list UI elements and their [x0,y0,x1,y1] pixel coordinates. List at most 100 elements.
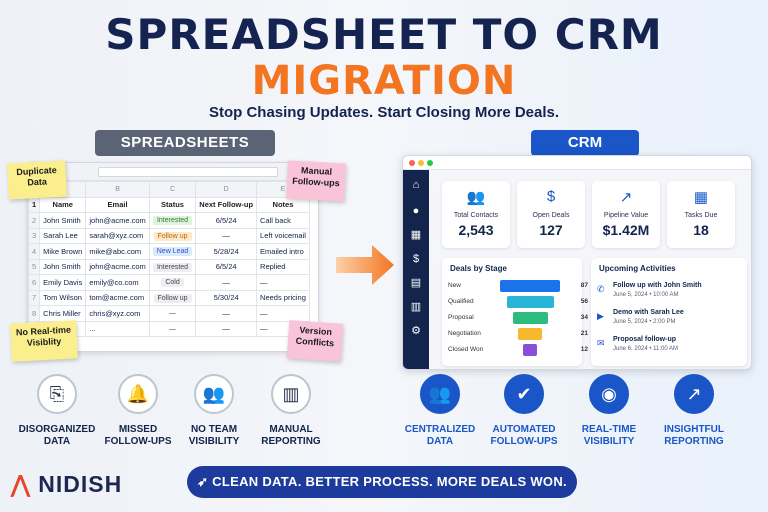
stage-value: 34 [580,314,588,321]
problem-item: 👥 NO TEAM VISIBILITY [173,374,255,448]
cell-name[interactable]: Emily Davis [39,274,87,291]
row-number[interactable]: 8 [28,305,41,322]
column-letter[interactable]: C [148,181,197,198]
cell-status[interactable]: New Lead [148,243,197,260]
user-icon[interactable]: ● [412,205,420,217]
row-number[interactable]: 3 [28,227,41,244]
activity-item[interactable]: ✆ Follow up with John Smith June 5, 2024 •… [597,280,737,306]
activity-item[interactable]: ▶ Demo with Sarah Lee June 5, 2024 • 2:00 … [597,307,737,333]
stat-card[interactable]: ▦ Tasks Due 18 [667,181,735,248]
window-titlebar [403,156,751,170]
close-dot-icon[interactable] [409,160,415,166]
col-header-status[interactable]: Status [148,196,197,213]
column-letter[interactable]: B [85,181,150,198]
formula-bar[interactable] [98,167,278,177]
status-badge: Cold [161,278,184,288]
logo-text: NIDISH [38,471,123,497]
table-row: 3 Sarah Lee sarah@xyz.com Follow up — Left vo… [28,227,319,244]
funnel-stage[interactable]: Proposal 34 [448,312,588,324]
clipboard-icon[interactable]: ▤ [410,277,422,289]
tagline-banner: ➶ CLEAN DATA. BETTER PROCESS. MORE DEALS… [187,466,577,498]
cell-followup[interactable]: 5/28/24 [195,243,258,260]
activity-date: June 5, 2024 • 2:00 PM [613,319,676,325]
benefit-item: 👥 CENTRALIZED DATA [398,374,482,448]
table-row: 5 John Smith john@acme.com Interested 6/5/24… [28,258,319,275]
cell-name[interactable]: John Smith [39,212,87,229]
cell-followup[interactable]: 5/30/24 [195,289,258,306]
cell-name[interactable]: Chris Miller [39,305,87,322]
cell-followup[interactable]: — [195,320,258,337]
panel-title: Deals by Stage [450,264,507,273]
cell-status[interactable]: Follow up [148,289,197,306]
note-duplicate-data: Duplicate Data [7,160,67,200]
building-icon[interactable]: ▦ [410,229,422,241]
cell-email[interactable]: john@acme.com [85,258,150,275]
cell-email[interactable]: mike@abc.com [85,243,150,260]
maximize-dot-icon[interactable] [427,160,433,166]
stat-card[interactable]: $ Open Deals 127 [517,181,585,248]
problem-label: NO TEAM VISIBILITY [188,424,240,447]
cell-status[interactable]: Interested [148,212,197,229]
stat-label: Pipeline Value [603,212,649,219]
cell-followup[interactable]: — [195,305,258,322]
cell-followup[interactable]: — [195,227,258,244]
cell-status[interactable]: Follow up [148,227,197,244]
cell-name[interactable]: Sarah Lee [39,227,87,244]
cell-status[interactable]: — [148,320,197,337]
activity-item[interactable]: ✉ Proposal follow-up June 6, 2024 • 11:00 … [597,334,737,360]
spreadsheet-grid: ABCDEF 1 Name Email Status Next Follow-u… [28,181,319,337]
cell-name[interactable]: Mike Brown [39,243,87,260]
cell-notes[interactable]: Emailed intro [256,243,310,260]
row-number[interactable]: 5 [28,258,41,275]
stage-label: Qualified [448,298,474,305]
gear-icon[interactable]: ⚙ [411,325,421,337]
logo-mark-icon: ⋀ [11,471,31,497]
col-header-name[interactable]: Name [39,196,87,213]
cell-followup[interactable]: 6/5/24 [195,212,258,229]
cell-status[interactable]: Interested [148,258,197,275]
funnel-stage[interactable]: Closed Won 12 [448,344,588,356]
row-number[interactable]: 7 [28,289,41,306]
stat-card[interactable]: 👥 Total Contacts 2,543 [442,181,510,248]
cell-name[interactable]: John Smith [39,258,87,275]
col-header-email[interactable]: Email [85,196,150,213]
funnel-stage[interactable]: New 87 [448,280,588,292]
stat-label: Tasks Due [684,212,718,219]
funnel-bar [523,344,537,356]
cell-followup[interactable]: 6/5/24 [195,258,258,275]
benefit-label: AUTOMATED FOLLOW-UPS [490,424,558,447]
cell-notes[interactable]: Left voicemail [256,227,310,244]
cell-notes[interactable]: — [256,305,310,322]
funnel-stage[interactable]: Qualified 56 [448,296,588,308]
bar-chart-icon[interactable]: ▥ [410,301,422,313]
cell-followup[interactable]: — [195,274,258,291]
cell-email[interactable]: ... [85,320,150,337]
cell-email[interactable]: sarah@xyz.com [85,227,150,244]
stat-card[interactable]: ↗ Pipeline Value $1.42M [592,181,660,248]
cell-status[interactable]: — [148,305,197,322]
row-number[interactable]: 2 [28,212,41,229]
chart-up-icon: ↗ [674,374,714,414]
cell-email[interactable]: emily@co.com [85,274,150,291]
table-row: 2 John Smith john@acme.com Interested 6/5/24… [28,212,319,229]
cell-email[interactable]: chris@xyz.com [85,305,150,322]
funnel-stage[interactable]: Negotiation 21 [448,328,588,340]
cell-email[interactable]: tom@acme.com [85,289,150,306]
minimize-dot-icon[interactable] [418,160,424,166]
check-circle-icon: ✔ [504,374,544,414]
dollar-icon[interactable]: $ [412,253,420,265]
cell-status[interactable]: Cold [148,274,197,291]
funnel-bar [506,296,554,308]
row-number[interactable]: 6 [28,274,41,291]
cell-notes[interactable]: Call back [256,212,310,229]
row-number[interactable]: 4 [28,243,41,260]
column-letter[interactable]: D [195,181,258,198]
cell-notes[interactable]: Needs pricing [256,289,310,306]
cell-name[interactable]: Tom Wilson [39,289,87,306]
cell-email[interactable]: john@acme.com [85,212,150,229]
problem-item: 🔔 MISSED FOLLOW-UPS [97,374,179,448]
col-header-followup[interactable]: Next Follow-up [195,196,258,213]
cell-notes[interactable]: Replied [256,258,310,275]
home-icon[interactable]: ⌂ [412,179,420,191]
cell-notes[interactable]: — [256,274,310,291]
